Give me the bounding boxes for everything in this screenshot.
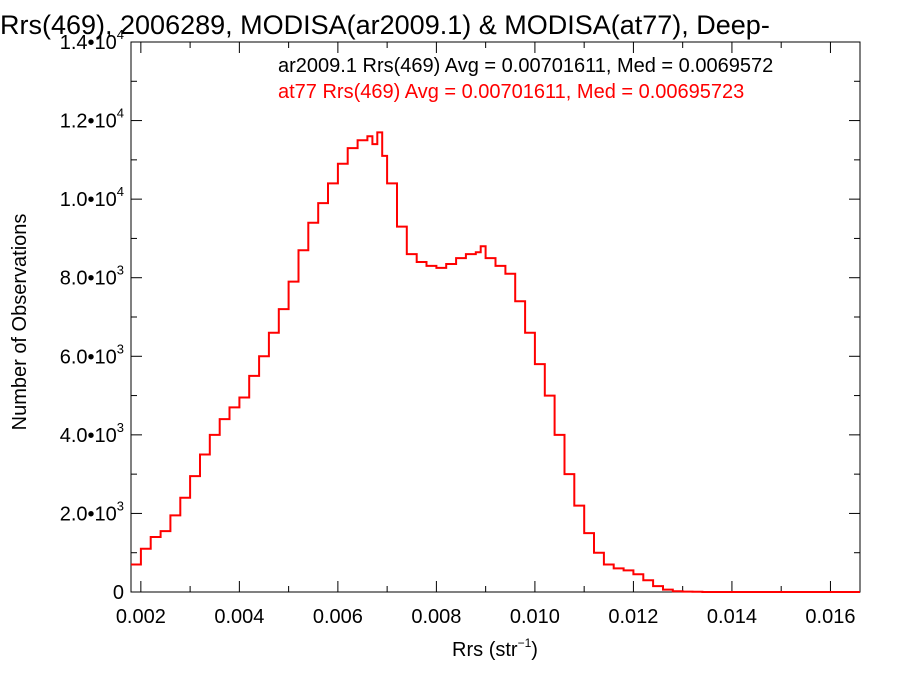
chart-title: Rrs(469), 2006289, MODISA(ar2009.1) & MO…: [0, 10, 770, 40]
x-axis-ticks: 0.002 0.004 0.006 0.008 0.010 0.012 0.014 0.016: [116, 42, 855, 628]
y-tick-label: 6.0•103: [60, 341, 124, 368]
y-tick-label: 8.0•103: [60, 263, 124, 290]
x-tick-label: 0.016: [805, 606, 855, 628]
x-tick-label: 0.002: [116, 606, 166, 628]
y-axis-ticks: 0 2.0•103 4.0•103 6.0•103 8.0•103 1.0•104 1.2•…: [60, 27, 860, 604]
y-tick-label: 1.4•104: [60, 27, 124, 54]
x-tick-label: 0.014: [707, 606, 757, 628]
x-tick-label: 0.004: [214, 606, 264, 628]
y-tick-label: 1.2•104: [60, 106, 124, 133]
y-tick-label: 2.0•103: [60, 498, 124, 525]
x-tick-label: 0.008: [411, 606, 461, 628]
x-axis-label-superscript: −1: [518, 636, 532, 650]
y-tick-label: 4.0•103: [60, 420, 124, 447]
y-tick-label: 1.0•104: [60, 184, 124, 211]
x-tick-label: 0.012: [608, 606, 658, 628]
x-axis-label-end: ): [531, 639, 538, 661]
annotation-ar2009: ar2009.1 Rrs(469) Avg = 0.00701611, Med …: [278, 55, 773, 77]
x-tick-label: 0.010: [510, 606, 560, 628]
plot-frame: [130, 41, 861, 593]
series-layer: [131, 131, 860, 593]
series-line: [131, 131, 860, 593]
y-axis-label: Number of Observations: [9, 214, 31, 431]
annotation-at77: at77 Rrs(469) Avg = 0.00701611, Med = 0.…: [278, 81, 744, 103]
y-tick-label: 0: [113, 582, 124, 604]
x-tick-label: 0.006: [313, 606, 363, 628]
x-axis-label-text: Rrs (str: [452, 639, 518, 661]
x-axis-label: Rrs (str−1): [452, 636, 538, 661]
